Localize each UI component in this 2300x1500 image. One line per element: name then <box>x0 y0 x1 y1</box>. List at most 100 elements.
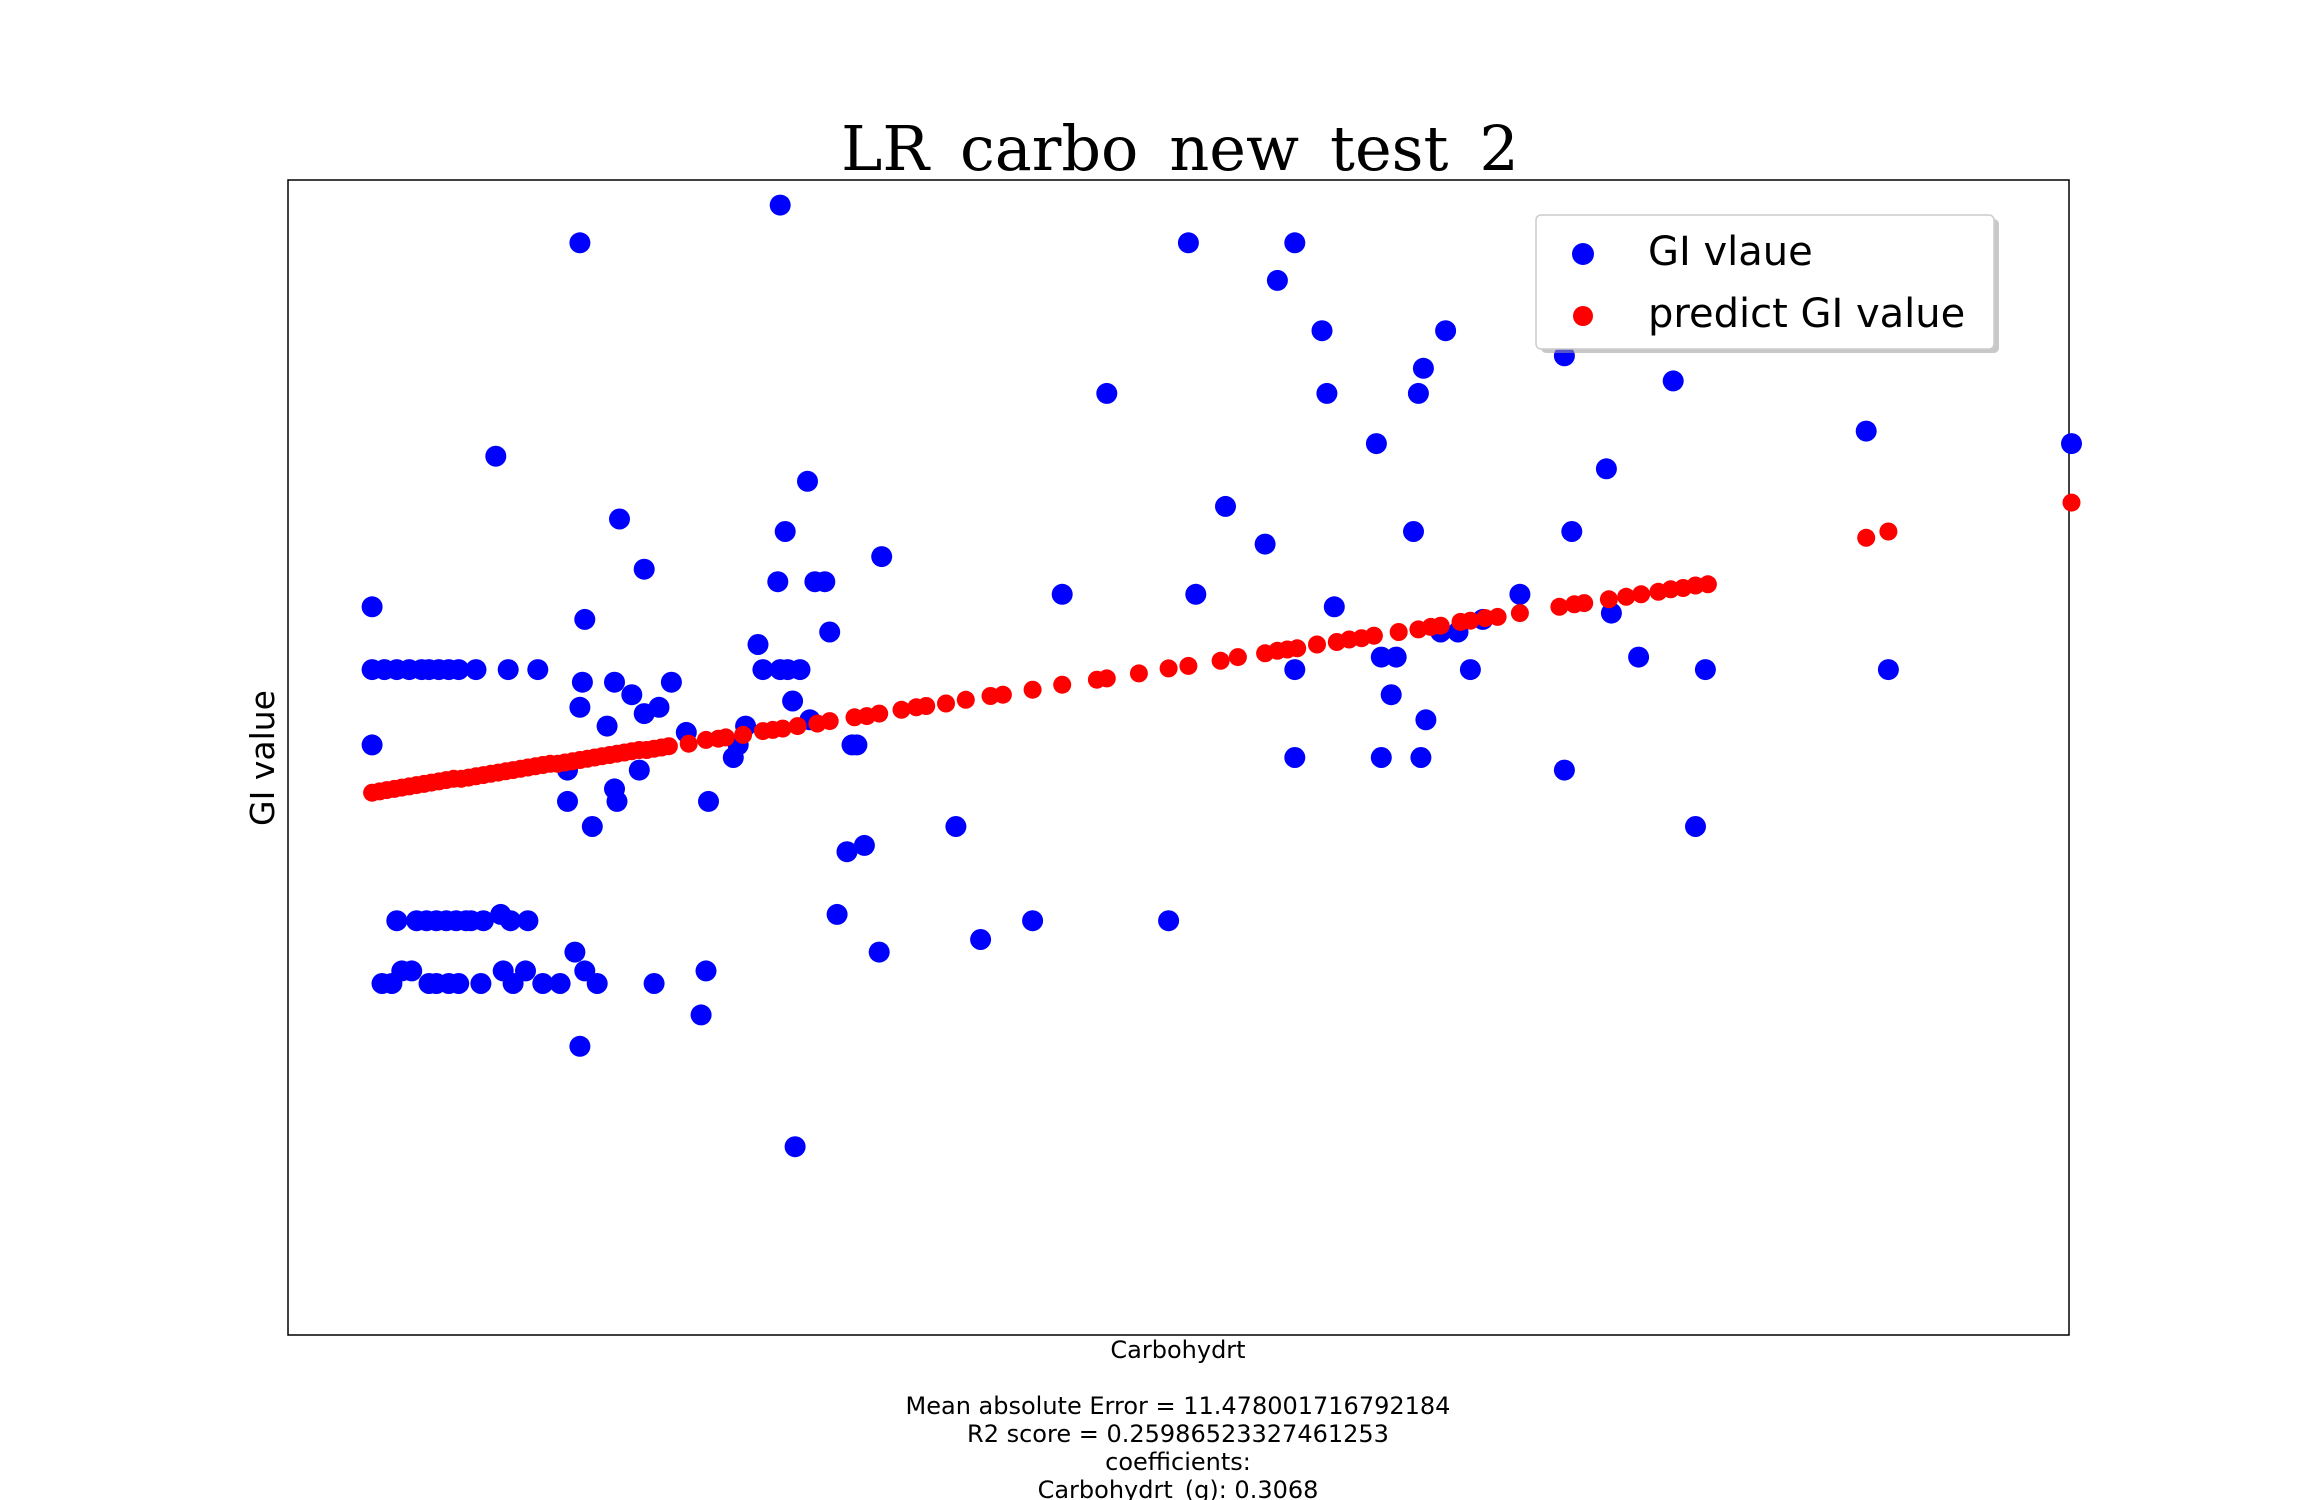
gi-value-point <box>1266 269 1288 291</box>
gi-value-point <box>1380 684 1402 706</box>
gi-value-point <box>826 903 848 925</box>
gi-value-point <box>1407 382 1429 404</box>
gi-value-point <box>448 659 470 681</box>
predict-point <box>1550 597 1569 616</box>
gi-value-point <box>500 910 522 932</box>
predict-point <box>679 734 698 753</box>
gi-value-point <box>517 910 539 932</box>
gi-value-point <box>596 715 618 737</box>
gi-value-point <box>1254 533 1276 555</box>
series-gi-value <box>361 194 2082 1158</box>
predict-point <box>1023 680 1042 699</box>
predict-point <box>820 712 839 731</box>
gi-value-point <box>1284 232 1306 254</box>
gi-value-point <box>1051 583 1073 605</box>
predict-point <box>1389 623 1408 641</box>
gi-value-point <box>1022 910 1044 932</box>
gi-value-point <box>871 546 893 568</box>
gi-value-point <box>1410 747 1432 768</box>
gi-value-point <box>1403 521 1424 542</box>
gi-value-point <box>606 790 628 812</box>
gi-value-point <box>532 973 554 994</box>
x-axis-label: Carbohydrt <box>1110 1336 1245 1364</box>
predict-point <box>1053 675 1072 694</box>
legend-label-gi-value: GI vlaue <box>1648 229 1813 275</box>
gi-value-point <box>470 973 492 994</box>
gi-value-point <box>472 910 494 932</box>
predict-point <box>1510 604 1529 623</box>
gi-value-point <box>1509 583 1531 605</box>
gi-value-point <box>789 659 811 681</box>
gi-value-point <box>571 671 593 693</box>
gi-value-point <box>1412 357 1434 379</box>
predict-point <box>993 685 1012 704</box>
gi-value-point <box>660 671 682 693</box>
series-predict-gi-value <box>363 493 2081 802</box>
gi-value-point <box>1316 382 1338 404</box>
predict-point <box>870 704 889 723</box>
predict-point <box>1308 635 1326 654</box>
gi-value-point <box>643 973 665 994</box>
gi-value-point <box>621 684 643 706</box>
gi-value-point <box>1561 521 1583 542</box>
gi-value-point <box>1694 659 1716 681</box>
gi-value-point <box>527 659 549 681</box>
predict-point <box>1599 590 1618 609</box>
predict-point <box>773 719 792 738</box>
gi-value-point <box>586 973 608 994</box>
gi-value-point <box>690 1004 712 1026</box>
predict-point <box>1097 669 1116 688</box>
gi-value-point <box>465 659 487 681</box>
caption-mae: Mean absolute Error = 11.478001716792184 <box>906 1392 1451 1420</box>
gi-value-point <box>1284 747 1306 768</box>
gi-value-point <box>769 194 791 216</box>
gi-value-point <box>549 973 571 994</box>
predict-point <box>734 725 753 744</box>
gi-value-point <box>1370 646 1392 668</box>
gi-value-point <box>448 973 470 994</box>
predict-point <box>659 737 678 756</box>
gi-value-point <box>1365 433 1387 455</box>
legend: GI vlaue predict GI value <box>1535 214 1999 353</box>
gi-value-point <box>569 232 591 254</box>
gi-value-point <box>782 690 804 712</box>
predict-point <box>937 694 955 713</box>
gi-value-point <box>633 558 655 580</box>
gi-value-point <box>1323 596 1345 618</box>
gi-value-point <box>853 834 875 856</box>
predict-point <box>1632 585 1651 604</box>
gi-value-point <box>361 596 383 618</box>
predict-point <box>1159 659 1178 678</box>
gi-value-point <box>361 734 383 756</box>
gi-value-point <box>497 659 519 681</box>
gi-value-point <box>604 671 625 693</box>
gi-value-point <box>1284 659 1306 681</box>
predict-point <box>1288 639 1307 658</box>
predict-point <box>1179 656 1198 675</box>
gi-value-point <box>1628 646 1650 668</box>
gi-value-point <box>747 634 769 655</box>
caption: Mean absolute Error = 11.478001716792184… <box>906 1392 1451 1500</box>
predict-point <box>1129 664 1148 683</box>
legend-marker-gi-value <box>1572 243 1594 265</box>
gi-value-point <box>945 816 967 837</box>
gi-value-point <box>1435 320 1457 342</box>
gi-value-point <box>1459 659 1481 681</box>
gi-value-point <box>819 621 841 643</box>
gi-value-point <box>784 1136 806 1158</box>
predict-point <box>917 697 936 715</box>
gi-value-point <box>515 960 536 982</box>
gi-value-point <box>581 816 603 837</box>
gi-value-point <box>1177 232 1199 254</box>
gi-value-point <box>1385 646 1407 668</box>
predict-point <box>716 728 735 747</box>
gi-value-point <box>485 445 507 467</box>
gi-value-point <box>1685 816 1706 837</box>
gi-value-point <box>1370 747 1392 768</box>
gi-value-point <box>836 841 858 863</box>
predict-point <box>788 717 807 736</box>
legend-box <box>1535 214 1995 350</box>
gi-value-point <box>868 941 890 963</box>
gi-value-point <box>1662 370 1684 392</box>
predict-point <box>1617 587 1636 606</box>
